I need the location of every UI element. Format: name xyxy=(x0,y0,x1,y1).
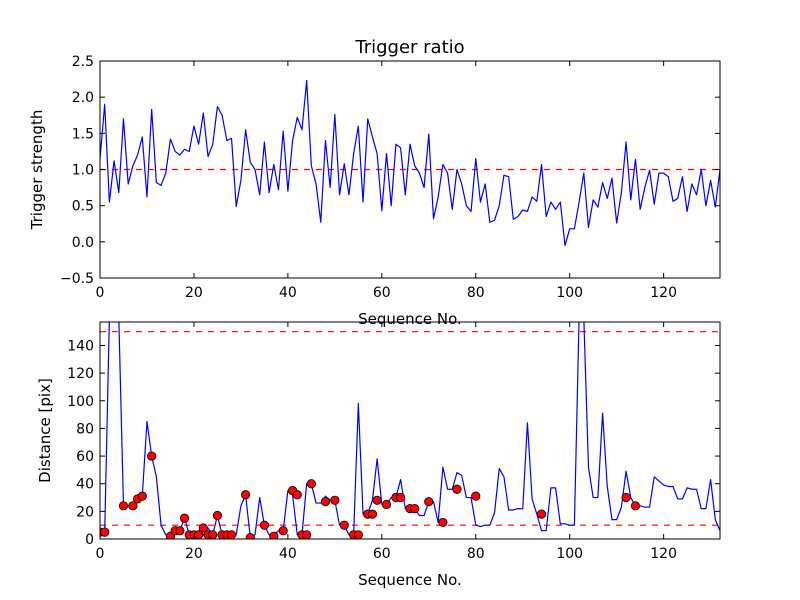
x-axis-label: Sequence No. xyxy=(358,571,462,589)
data-marker-30 xyxy=(306,479,316,489)
data-marker-38 xyxy=(372,495,382,505)
plot-area xyxy=(100,322,720,539)
x-tick-label: 80 xyxy=(467,285,485,301)
y-tick-label: 2.0 xyxy=(72,90,94,106)
x-tick-label: 120 xyxy=(650,546,677,562)
series-line xyxy=(100,79,720,247)
y-tick-label: 1.5 xyxy=(72,126,94,142)
x-tick-label: 40 xyxy=(279,285,297,301)
x-tick-label: 80 xyxy=(467,546,485,562)
y-tick-label: 60 xyxy=(76,449,94,465)
data-marker-16 xyxy=(208,530,218,539)
y-tick-label: 0 xyxy=(85,532,94,548)
x-tick-label: 60 xyxy=(373,546,391,562)
y-tick-label: 80 xyxy=(76,421,94,437)
data-marker-39 xyxy=(381,499,392,510)
trigger-ratio-chart: Trigger ratio 0 20 40 60 80 100 120 −0.5 0.0 0.5 1.… xyxy=(28,37,721,328)
data-marker-45 xyxy=(438,517,448,528)
data-marker-33 xyxy=(339,520,349,530)
data-marker-50 xyxy=(630,501,641,511)
y-tick-label: 2.5 xyxy=(72,54,94,70)
axes-frame xyxy=(99,60,721,279)
data-marker-5 xyxy=(137,491,147,501)
x-tick-label: 20 xyxy=(185,285,203,301)
data-marker-46 xyxy=(452,484,462,494)
y-tick-label: 40 xyxy=(76,477,94,493)
data-marker-6 xyxy=(147,451,157,461)
data-marker-17 xyxy=(212,510,223,521)
data-marker-49 xyxy=(621,492,631,503)
y-tick-label: 140 xyxy=(67,338,94,354)
data-marker-43 xyxy=(410,503,420,514)
chart-title: Trigger ratio xyxy=(354,37,464,58)
data-marker-29 xyxy=(302,530,312,539)
axes-frame xyxy=(99,321,721,540)
data-marker-1 xyxy=(100,527,110,537)
data-marker-44 xyxy=(424,497,434,507)
data-marker-41 xyxy=(396,492,406,503)
y-tick-label: 120 xyxy=(67,366,94,382)
y-tick-label: 1.0 xyxy=(72,163,94,179)
data-marker-9 xyxy=(175,526,185,536)
data-marker-37 xyxy=(367,509,378,519)
data-marker-22 xyxy=(245,533,255,539)
data-marker-10 xyxy=(179,513,190,523)
y-tick-label: 0.0 xyxy=(72,235,94,251)
data-marker-48 xyxy=(536,509,547,519)
data-marker-14 xyxy=(198,523,208,533)
y-tick-label: 0.5 xyxy=(72,199,94,215)
y-tick-label: 100 xyxy=(67,394,94,410)
x-tick-label: 100 xyxy=(556,546,583,562)
data-marker-20 xyxy=(226,530,237,539)
data-marker-21 xyxy=(241,490,251,500)
y-tick-label: 20 xyxy=(76,504,94,520)
x-tick-label: 120 xyxy=(650,285,677,301)
data-marker-31 xyxy=(320,497,331,507)
data-marker-35 xyxy=(353,530,363,539)
x-tick-label: 40 xyxy=(279,546,297,562)
data-marker-2 xyxy=(118,501,129,511)
plot-area xyxy=(100,79,720,247)
data-marker-24 xyxy=(269,531,279,539)
x-tick-label: 100 xyxy=(556,285,583,301)
x-tick-label: 0 xyxy=(96,546,105,562)
x-axis-label: Sequence No. xyxy=(358,310,462,328)
x-tick-label: 0 xyxy=(96,285,105,301)
data-marker-23 xyxy=(259,520,269,530)
y-axis-label: Trigger strength xyxy=(28,110,46,231)
data-marker-47 xyxy=(471,491,481,501)
y-axis-label: Distance [pix] xyxy=(36,378,54,483)
x-tick-label: 60 xyxy=(373,285,391,301)
data-marker-32 xyxy=(330,495,340,505)
distance-chart: 0 20 40 60 80 100 120 0 20 40 60 80 100 120 140 Sequenc… xyxy=(36,321,721,589)
y-tick-label: −0.5 xyxy=(60,271,94,287)
data-marker-27 xyxy=(292,490,302,500)
x-tick-label: 20 xyxy=(185,546,203,562)
data-marker-3 xyxy=(128,501,138,511)
data-marker-25 xyxy=(278,526,288,536)
